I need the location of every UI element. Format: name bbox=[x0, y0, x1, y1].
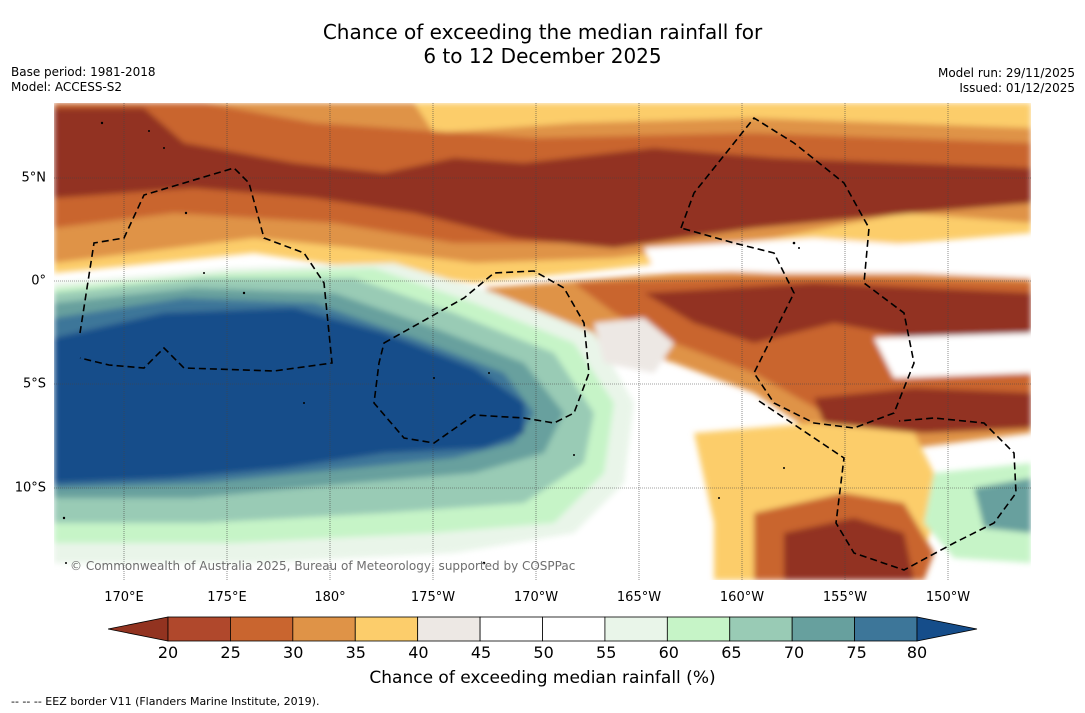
colorbar-bin bbox=[791, 616, 855, 642]
meta-left: Base period: 1981-2018 Model: ACCESS-S2 bbox=[11, 65, 156, 95]
colorbar-tick: 35 bbox=[345, 643, 366, 662]
eez-borders bbox=[79, 116, 1017, 571]
lon-label: 170°E bbox=[104, 590, 144, 605]
lon-label: 150°W bbox=[925, 590, 971, 605]
colorbar-bin bbox=[417, 616, 481, 642]
colorbar-label: Chance of exceeding median rainfall (%) bbox=[369, 668, 716, 688]
lon-label: 160°W bbox=[719, 590, 765, 605]
title-line-2: 6 to 12 December 2025 bbox=[423, 44, 662, 68]
colorbar-bin bbox=[854, 616, 918, 642]
region-dry-extreme-south bbox=[784, 518, 914, 580]
lat-label: 5°N bbox=[21, 170, 47, 186]
lon-label: 170°W bbox=[513, 590, 559, 605]
lon-label: 175°E bbox=[207, 590, 247, 605]
colorbar-bin bbox=[542, 616, 606, 642]
colorbar-tick: 45 bbox=[470, 643, 492, 662]
map-title: Chance of exceeding the median rainfall … bbox=[0, 20, 1085, 68]
colorbar-tick: 55 bbox=[596, 643, 617, 662]
region-neutral-low-patch bbox=[594, 318, 674, 373]
colorbar-tick: 30 bbox=[283, 643, 304, 662]
colorbar-tick: 60 bbox=[658, 643, 679, 662]
colorbar-bin bbox=[230, 616, 294, 642]
title-line-1: Chance of exceeding the median rainfall … bbox=[322, 20, 763, 44]
colorbar-tick: 65 bbox=[721, 643, 742, 662]
copyright-credit: © Commonwealth of Australia 2025, Bureau… bbox=[70, 559, 575, 573]
model-name: Model: ACCESS-S2 bbox=[11, 80, 123, 94]
lat-label: 0° bbox=[31, 273, 46, 289]
colorbar-bin bbox=[729, 616, 793, 642]
lon-label: 165°W bbox=[616, 590, 662, 605]
lon-label: 175°W bbox=[410, 590, 456, 605]
lon-label: 180° bbox=[314, 590, 346, 605]
colorbar-tick: 70 bbox=[783, 643, 805, 662]
region-wet-extreme-west bbox=[54, 308, 524, 483]
colorbar-bin bbox=[604, 616, 668, 642]
colorbar-under-arrow bbox=[108, 616, 169, 642]
eez-footnote: -- -- -- EEZ border V11 (Flanders Marine… bbox=[11, 695, 320, 708]
lon-label: 155°W bbox=[822, 590, 868, 605]
colorbar-bin bbox=[666, 616, 731, 642]
rainfall-map: © Commonwealth of Australia 2025, Bureau… bbox=[54, 103, 1031, 580]
colorbar-tick: 25 bbox=[220, 643, 241, 662]
colorbar-tick: 40 bbox=[408, 643, 429, 662]
base-period: Base period: 1981-2018 bbox=[11, 65, 156, 79]
colorbar-tick: 50 bbox=[533, 643, 554, 662]
colorbar bbox=[108, 616, 978, 642]
region-dry-extreme-central bbox=[644, 283, 1031, 343]
colorbar-tick: 20 bbox=[157, 643, 179, 662]
region-neutral-east bbox=[874, 333, 1031, 378]
lat-label: 10°S bbox=[14, 480, 46, 496]
colorbar-bin bbox=[292, 616, 356, 642]
lat-label: 5°S bbox=[22, 376, 46, 392]
colorbar-bin bbox=[167, 616, 231, 642]
issued-date: Issued: 01/12/2025 bbox=[959, 81, 1075, 95]
colorbar-tick: 80 bbox=[906, 643, 928, 662]
islands bbox=[62, 121, 800, 565]
colorbar-bin bbox=[479, 616, 543, 642]
region-wet-southeast bbox=[974, 478, 1031, 533]
colorbar-over-arrow bbox=[916, 616, 978, 642]
meta-right: Model run: 29/11/2025 Issued: 01/12/2025 bbox=[938, 66, 1075, 96]
colorbar-bin bbox=[354, 616, 419, 642]
model-run: Model run: 29/11/2025 bbox=[937, 66, 1075, 80]
region-neutral-equator bbox=[644, 238, 1031, 278]
colorbar-tick: 75 bbox=[846, 643, 867, 662]
